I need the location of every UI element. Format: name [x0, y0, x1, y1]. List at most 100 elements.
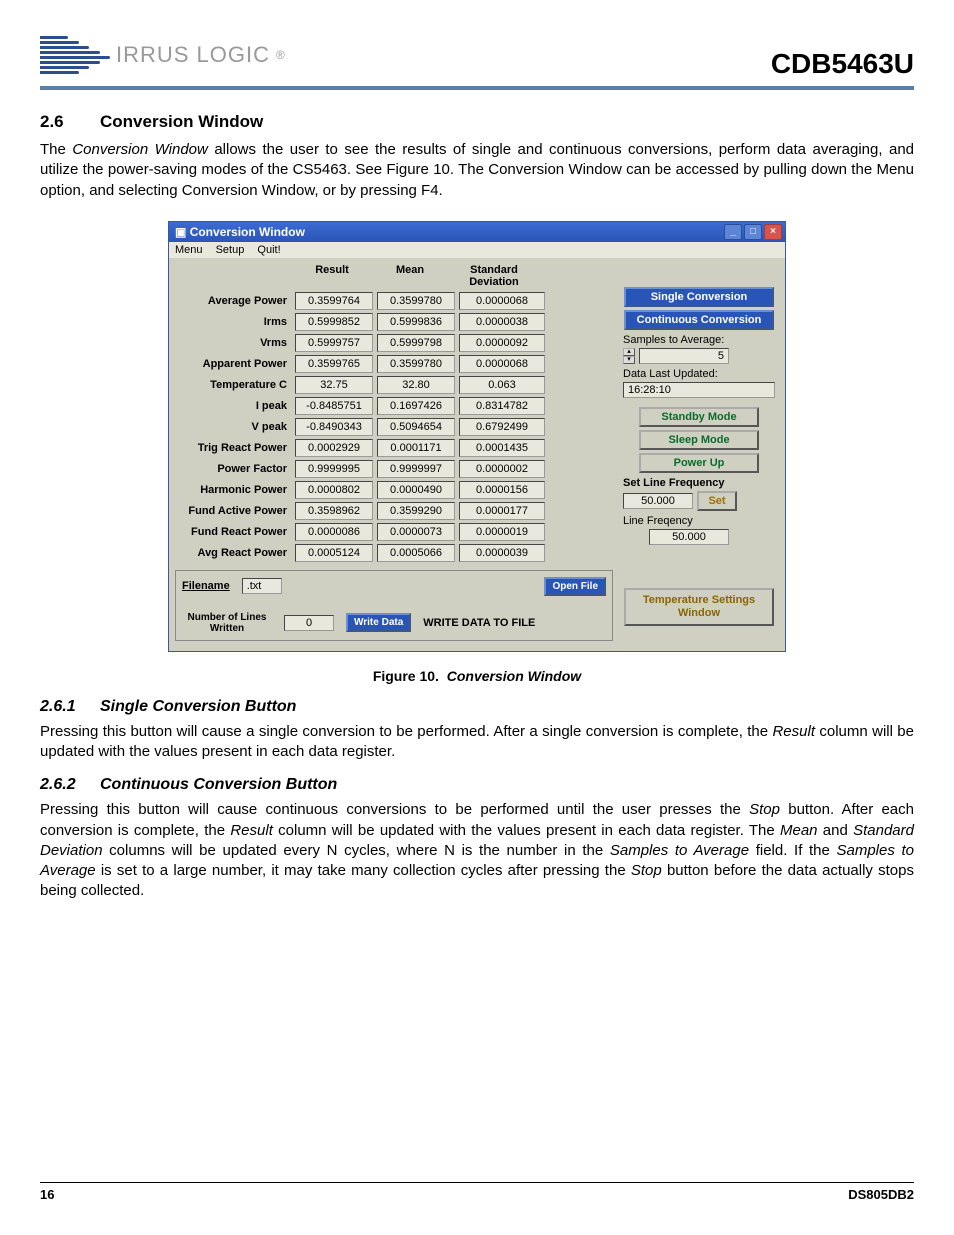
write-data-button[interactable]: Write Data	[346, 613, 411, 632]
open-file-button[interactable]: Open File	[544, 577, 606, 596]
single-conversion-button[interactable]: Single Conversion	[624, 287, 774, 307]
result-value: 0.5999757	[295, 334, 373, 352]
filename-label: Filename	[182, 580, 230, 592]
data-row: V peak-0.84903430.50946540.6792499	[175, 418, 613, 436]
mean-value: 0.1697426	[377, 397, 455, 415]
footer-doc-id: DS805DB2	[848, 1187, 914, 1202]
stddev-value: 0.063	[459, 376, 545, 394]
conversion-window: ▣ Conversion Window _ □ × Menu Setup Qui…	[168, 221, 786, 652]
stddev-value: 0.0000068	[459, 355, 545, 373]
window-titlebar[interactable]: ▣ Conversion Window _ □ ×	[169, 222, 785, 242]
mean-value: 0.0001171	[377, 439, 455, 457]
stddev-value: 0.0001435	[459, 439, 545, 457]
logo-mark	[40, 30, 110, 80]
stddev-value: 0.0000177	[459, 502, 545, 520]
data-row: Irms0.59998520.59998360.0000038	[175, 313, 613, 331]
menu-bar: Menu Setup Quit!	[169, 242, 785, 258]
row-label: Apparent Power	[175, 358, 293, 370]
stddev-value: 0.0000002	[459, 460, 545, 478]
temperature-settings-button[interactable]: Temperature Settings Window	[624, 588, 774, 626]
mean-value: 0.5999798	[377, 334, 455, 352]
data-row: Temperature C32.7532.800.063	[175, 376, 613, 394]
data-row: Average Power0.35997640.35997800.0000068	[175, 292, 613, 310]
stddev-value: 0.0000039	[459, 544, 545, 562]
column-headers: Result Mean Standard Deviation	[175, 264, 613, 288]
result-value: 0.0002929	[295, 439, 373, 457]
mean-value: 0.3599780	[377, 355, 455, 373]
subsection-text: Pressing this button will cause a single…	[40, 722, 914, 763]
standby-button[interactable]: Standby Mode	[639, 407, 759, 427]
subsection-text: Pressing this button will cause continuo…	[40, 800, 914, 901]
updated-value: 16:28:10	[623, 382, 775, 398]
mean-value: 0.0000490	[377, 481, 455, 499]
mean-value: 0.3599290	[377, 502, 455, 520]
data-row: Avg React Power0.00051240.00050660.00000…	[175, 544, 613, 562]
lines-written-label: Number of Lines Written	[182, 612, 272, 634]
row-label: Irms	[175, 316, 293, 328]
file-panel: Filename .txt Open File Number of Lines …	[175, 570, 613, 641]
updated-label: Data Last Updated:	[623, 368, 779, 380]
data-row: Fund Active Power0.35989620.35992900.000…	[175, 502, 613, 520]
menu-item[interactable]: Menu	[175, 244, 203, 256]
result-value: 0.3599764	[295, 292, 373, 310]
result-value: 0.9999995	[295, 460, 373, 478]
menu-item[interactable]: Quit!	[257, 244, 280, 256]
data-row: Power Factor0.99999950.99999970.0000002	[175, 460, 613, 478]
close-button[interactable]: ×	[764, 224, 782, 240]
stddev-value: 0.6792499	[459, 418, 545, 436]
app-icon: ▣	[175, 225, 186, 239]
stddev-value: 0.0000092	[459, 334, 545, 352]
row-label: Fund Active Power	[175, 505, 293, 517]
mean-value: 0.3599780	[377, 292, 455, 310]
row-label: Power Factor	[175, 463, 293, 475]
mean-value: 0.5999836	[377, 313, 455, 331]
window-title: Conversion Window	[190, 225, 305, 239]
result-value: 0.5999852	[295, 313, 373, 331]
stddev-value: 0.0000068	[459, 292, 545, 310]
section-heading: 2.6Conversion Window	[40, 112, 914, 132]
result-value: 32.75	[295, 376, 373, 394]
result-value: -0.8485751	[295, 397, 373, 415]
data-row: Harmonic Power0.00008020.00004900.000015…	[175, 481, 613, 499]
minimize-button[interactable]: _	[724, 224, 742, 240]
figure-caption: Figure 10. Conversion Window	[40, 668, 914, 684]
sleep-button[interactable]: Sleep Mode	[639, 430, 759, 450]
row-label: Fund React Power	[175, 526, 293, 538]
stddev-value: 0.0000156	[459, 481, 545, 499]
samples-input[interactable]: 5	[639, 348, 729, 364]
mean-value: 0.0005066	[377, 544, 455, 562]
set-line-freq-label: Set Line Frequency	[623, 477, 779, 489]
result-value: 0.0000802	[295, 481, 373, 499]
result-value: 0.0005124	[295, 544, 373, 562]
write-data-label: WRITE DATA TO FILE	[423, 617, 535, 629]
row-label: Average Power	[175, 295, 293, 307]
row-label: Avg React Power	[175, 547, 293, 559]
set-line-freq-input[interactable]: 50.000	[623, 493, 693, 509]
mean-value: 0.0000073	[377, 523, 455, 541]
maximize-button[interactable]: □	[744, 224, 762, 240]
subsection-heading: 2.6.2Continuous Conversion Button	[40, 776, 914, 794]
continuous-conversion-button[interactable]: Continuous Conversion	[624, 310, 774, 330]
line-freq-label: Line Freqency	[623, 515, 779, 527]
powerup-button[interactable]: Power Up	[639, 453, 759, 473]
data-row: Trig React Power0.00029290.00011710.0001…	[175, 439, 613, 457]
brand-text: IRRUS LOGIC	[116, 42, 270, 68]
stddev-value: 0.0000038	[459, 313, 545, 331]
mean-value: 0.5094654	[377, 418, 455, 436]
filename-field[interactable]: .txt	[242, 578, 282, 594]
line-freq-value: 50.000	[649, 529, 729, 545]
data-row: Vrms0.59997570.59997980.0000092	[175, 334, 613, 352]
page-number: 16	[40, 1187, 54, 1202]
set-button[interactable]: Set	[697, 491, 737, 511]
row-label: I peak	[175, 400, 293, 412]
data-row: Fund React Power0.00000860.00000730.0000…	[175, 523, 613, 541]
data-row: I peak-0.84857510.16974260.8314782	[175, 397, 613, 415]
subsection-heading: 2.6.1Single Conversion Button	[40, 698, 914, 716]
samples-label: Samples to Average:	[623, 334, 779, 346]
row-label: V peak	[175, 421, 293, 433]
menu-item[interactable]: Setup	[216, 244, 245, 256]
section-intro: The Conversion Window allows the user to…	[40, 140, 914, 201]
samples-spinner[interactable]: ▴▾	[623, 348, 635, 364]
stddev-value: 0.0000019	[459, 523, 545, 541]
page-header: IRRUS LOGIC® CDB5463U	[40, 30, 914, 90]
